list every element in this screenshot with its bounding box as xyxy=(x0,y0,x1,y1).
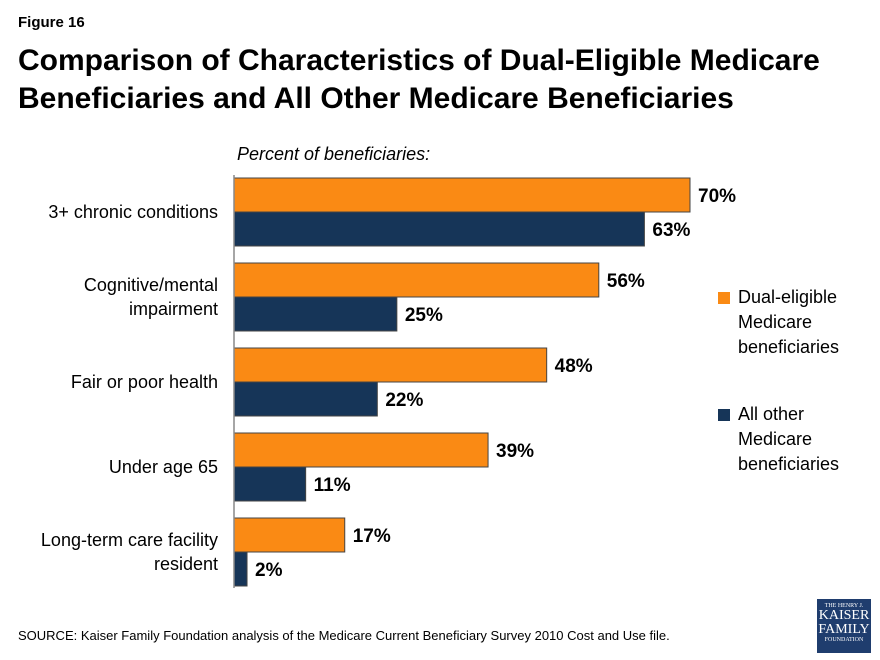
category-label: Cognitive/mental impairment xyxy=(83,275,218,319)
bar-other xyxy=(233,296,398,332)
data-label: 56% xyxy=(607,271,645,292)
data-label: 17% xyxy=(353,526,391,547)
bar-dual xyxy=(233,517,346,553)
kff-logo: THE HENRY J. KAISER FAMILY FOUNDATION xyxy=(817,599,871,653)
bar-dual xyxy=(233,262,600,298)
bar-dual xyxy=(233,432,489,468)
data-label: 48% xyxy=(555,356,593,377)
figure-label: Figure 16 xyxy=(18,14,85,31)
legend-label-dual: Dual-eligible Medicare beneficiaries xyxy=(738,287,840,357)
bar-dual xyxy=(233,177,691,213)
legend-swatch-dual xyxy=(718,292,730,304)
bar-dual xyxy=(233,347,548,383)
data-label: 25% xyxy=(405,305,443,326)
bar-other xyxy=(233,551,248,587)
bar-other xyxy=(233,466,307,502)
data-label: 39% xyxy=(496,441,534,462)
legend-swatch-other xyxy=(718,409,730,421)
legend-item-other: All other Medicare beneficiaries xyxy=(718,402,878,477)
data-label: 22% xyxy=(385,390,423,411)
legend-label-other: All other Medicare beneficiaries xyxy=(738,404,840,474)
category-label: Under age 65 xyxy=(108,457,218,477)
data-label: 70% xyxy=(698,186,736,207)
source-note: SOURCE: Kaiser Family Foundation analysi… xyxy=(18,628,670,643)
bar-other xyxy=(233,381,378,417)
data-label: 2% xyxy=(255,560,283,581)
category-label: Long-term care facility resident xyxy=(40,530,218,574)
category-label: 3+ chronic conditions xyxy=(48,202,218,222)
category-label: Fair or poor health xyxy=(70,372,218,392)
data-label: 11% xyxy=(314,475,351,496)
bar-other xyxy=(233,211,645,247)
chart-title: Comparison of Characteristics of Dual-El… xyxy=(18,44,820,115)
chart-subtitle: Percent of beneficiaries: xyxy=(237,144,431,164)
data-label: 63% xyxy=(652,220,690,241)
legend-item-dual: Dual-eligible Medicare beneficiaries xyxy=(718,285,878,360)
